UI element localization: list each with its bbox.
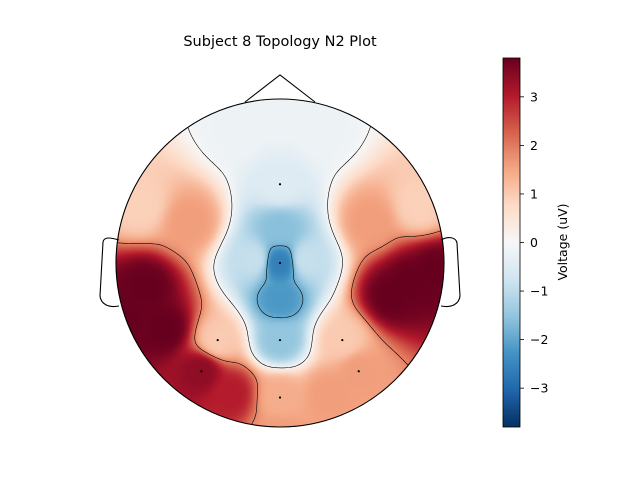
colorbar-tick-label: 2 bbox=[530, 138, 538, 153]
head-circle bbox=[115, 98, 445, 428]
colorbar-tick-label: −1 bbox=[530, 284, 548, 299]
colorbar: 3 2 1 0 −1 −2 −3 Voltage (uV) bbox=[502, 57, 570, 428]
colorbar-tick-label: −2 bbox=[530, 332, 548, 347]
sensor-left-parietal bbox=[200, 370, 203, 373]
head-outline bbox=[99, 74, 461, 428]
sensor-frontal-midline bbox=[278, 183, 282, 186]
nose-outline bbox=[244, 74, 316, 103]
colorbar-tick-label: 0 bbox=[530, 235, 538, 250]
left-ear-outline bbox=[99, 237, 120, 308]
colorbar-fill bbox=[503, 58, 520, 427]
right-ear-outline bbox=[440, 237, 461, 308]
colorbar-tick-label: 1 bbox=[530, 186, 538, 201]
colorbar-tick-label: −3 bbox=[530, 381, 548, 396]
sensor-right-central bbox=[341, 338, 344, 342]
chart-title: Subject 8 Topology N2 Plot bbox=[183, 34, 377, 50]
sensor-markers bbox=[200, 183, 360, 399]
sensor-occipital-midline bbox=[278, 396, 282, 399]
sensor-parietal-midline bbox=[278, 338, 282, 342]
colorbar-tick-label: 3 bbox=[530, 89, 538, 104]
contour-line bbox=[256, 245, 304, 319]
sensor-left-central bbox=[216, 338, 219, 342]
colorbar-label: Voltage (uV) bbox=[555, 203, 570, 280]
sensor-central-midline bbox=[278, 261, 282, 265]
colorbar-ticks: 3 2 1 0 −1 −2 −3 bbox=[520, 89, 548, 396]
sensor-right-parietal bbox=[357, 370, 360, 373]
